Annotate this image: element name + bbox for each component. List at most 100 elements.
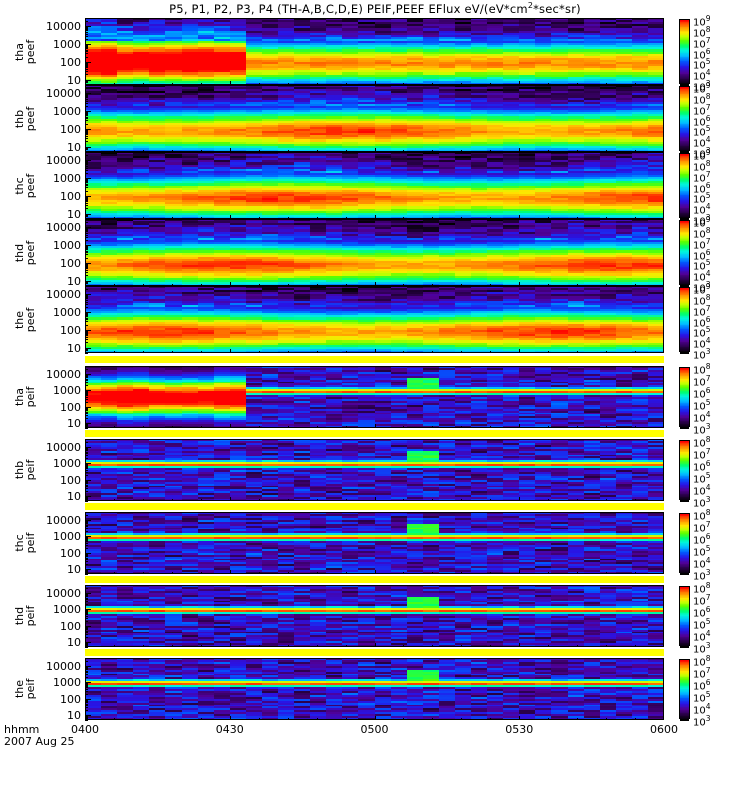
- heatmap-column: [375, 18, 392, 85]
- heatmap-column: [391, 152, 408, 219]
- heatmap-column: [616, 152, 633, 219]
- heatmap-column: [648, 152, 664, 219]
- heatmap-column: [165, 152, 182, 219]
- heatmap-column: [375, 85, 392, 152]
- heatmap-column: [632, 152, 649, 219]
- heatmap-cell: [165, 351, 182, 353]
- heatmap-column: [101, 219, 118, 286]
- heatmap-column: [294, 18, 311, 85]
- heatmap-column: [519, 219, 536, 286]
- heatmap-column: [535, 152, 552, 219]
- panel-heatmap-thb-peef: [85, 85, 664, 152]
- heatmap-column: [584, 152, 601, 219]
- heatmap-column: [423, 18, 440, 85]
- heatmap-column: [471, 152, 488, 219]
- heatmap-column: [471, 85, 488, 152]
- panel-tha-peef: [85, 18, 664, 85]
- heatmap-column: [375, 219, 392, 286]
- heatmap-column: [101, 85, 118, 152]
- heatmap-column: [262, 152, 279, 219]
- heatmap-column: [358, 85, 375, 152]
- heatmap-column: [294, 219, 311, 286]
- heatmap-column: [246, 85, 263, 152]
- heatmap-column: [101, 152, 118, 219]
- heatmap-column: [503, 219, 520, 286]
- heatmap-column: [230, 152, 247, 219]
- heatmap-column: [551, 85, 568, 152]
- heatmap-column: [407, 152, 424, 219]
- heatmap-cell: [117, 351, 134, 353]
- heatmap-column: [262, 85, 279, 152]
- panel-heatmap-thd-peef: [85, 219, 664, 286]
- heatmap-column: [487, 219, 504, 286]
- heatmap-column: [214, 219, 231, 286]
- heatmap-column: [503, 18, 520, 85]
- heatmap-column: [600, 85, 617, 152]
- heatmap-column: [182, 85, 199, 152]
- heatmap-column: [149, 219, 166, 286]
- panel-thc-peef: [85, 152, 664, 219]
- heatmap-column: [568, 219, 585, 286]
- heatmap-column: [455, 85, 472, 152]
- heatmap-column: [133, 18, 150, 85]
- heatmap-column: [101, 286, 118, 353]
- heatmap-column: [487, 18, 504, 85]
- heatmap-column: [230, 85, 247, 152]
- heatmap-column: [584, 85, 601, 152]
- heatmap-column: [149, 85, 166, 152]
- heatmap-column: [198, 85, 215, 152]
- heatmap-column: [198, 152, 215, 219]
- heatmap-column: [310, 18, 327, 85]
- heatmap-column: [375, 152, 392, 219]
- heatmap-column: [535, 85, 552, 152]
- heatmap-column: [165, 18, 182, 85]
- heatmap-column: [600, 152, 617, 219]
- heatmap-column: [310, 85, 327, 152]
- heatmap-column: [117, 286, 134, 353]
- heatmap-column: [568, 18, 585, 85]
- heatmap-column: [455, 18, 472, 85]
- heatmap-column: [342, 152, 359, 219]
- heatmap-column: [439, 85, 456, 152]
- heatmap-column: [133, 152, 150, 219]
- heatmap-column: [407, 219, 424, 286]
- heatmap-column: [262, 18, 279, 85]
- heatmap-column: [648, 219, 664, 286]
- heatmap-column: [551, 18, 568, 85]
- heatmap-column: [535, 18, 552, 85]
- heatmap-column: [278, 152, 295, 219]
- heatmap-column: [551, 219, 568, 286]
- heatmap-column: [278, 219, 295, 286]
- heatmap-column: [471, 18, 488, 85]
- heatmap-column: [165, 286, 182, 353]
- heatmap-column: [600, 219, 617, 286]
- spectrogram-figure: P5, P1, P2, P3, P4 (TH-A,B,C,D,E) PEIF,P…: [0, 0, 750, 800]
- heatmap-column: [503, 85, 520, 152]
- heatmap-column: [246, 152, 263, 219]
- heatmap-column: [182, 18, 199, 85]
- heatmap-column: [439, 219, 456, 286]
- panel-heatmap-tha-peef: [85, 18, 664, 85]
- heatmap-column: [278, 18, 295, 85]
- heatmap-column: [632, 85, 649, 152]
- heatmap-column: [182, 152, 199, 219]
- heatmap-column: [230, 18, 247, 85]
- heatmap-column: [358, 219, 375, 286]
- heatmap-column: [391, 219, 408, 286]
- heatmap-column: [616, 18, 633, 85]
- heatmap-column: [133, 286, 150, 353]
- heatmap-column: [117, 219, 134, 286]
- heatmap-column: [600, 18, 617, 85]
- heatmap-column: [182, 286, 199, 353]
- heatmap-column: [423, 85, 440, 152]
- panel-heatmap-thc-peef: [85, 152, 664, 219]
- heatmap-column: [358, 18, 375, 85]
- heatmap-column: [326, 152, 343, 219]
- heatmap-column: [326, 18, 343, 85]
- heatmap-column: [342, 18, 359, 85]
- heatmap-column: [149, 18, 166, 85]
- heatmap-column: [503, 152, 520, 219]
- heatmap-column: [101, 18, 118, 85]
- heatmap-column: [294, 152, 311, 219]
- heatmap-column: [342, 85, 359, 152]
